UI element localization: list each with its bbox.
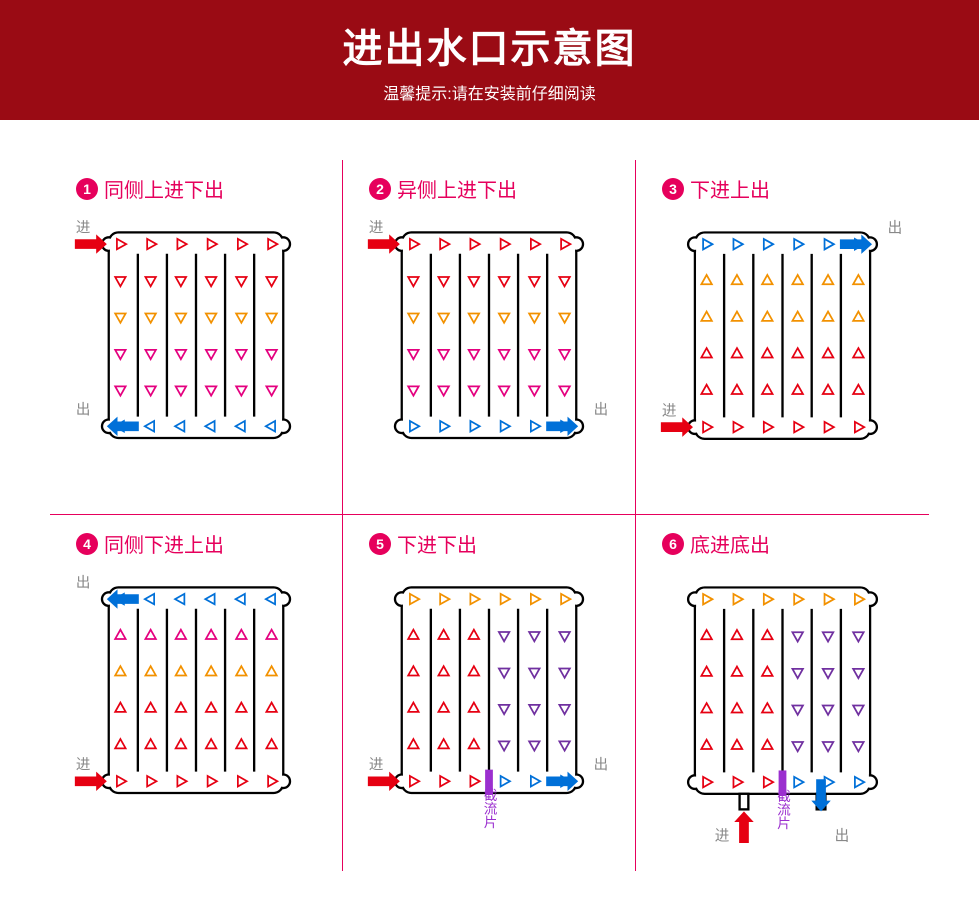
cell-title-text: 下进上出 bbox=[690, 174, 770, 203]
cell-title-text: 底进底出 bbox=[690, 529, 770, 558]
cell-number-badge: 6 bbox=[662, 533, 684, 555]
diagram-cell: 6 底进底出截流片进 出 bbox=[636, 515, 929, 870]
cell-number-badge: 5 bbox=[369, 533, 391, 555]
svg-text:出: 出 bbox=[594, 402, 609, 419]
svg-text:截流片: 截流片 bbox=[775, 789, 791, 830]
svg-text:出: 出 bbox=[594, 757, 609, 774]
svg-text:进: 进 bbox=[76, 757, 91, 774]
diagram-grid: 1同侧上进下出进出2异侧上进下出进出3下进上出进出4同侧下进上出进出5下进下出截… bbox=[50, 160, 929, 871]
svg-text:出: 出 bbox=[76, 575, 91, 592]
radiator-diagram: 进出 bbox=[363, 215, 615, 486]
svg-text:出: 出 bbox=[888, 220, 903, 237]
svg-text:进: 进 bbox=[715, 828, 730, 843]
radiator-diagram: 进出 bbox=[70, 215, 322, 486]
cell-title: 5 下进下出 bbox=[369, 529, 615, 558]
svg-text:出: 出 bbox=[76, 402, 91, 419]
radiator-diagram: 进出 bbox=[70, 570, 322, 841]
cell-number-badge: 2 bbox=[369, 178, 391, 200]
svg-text:进: 进 bbox=[369, 219, 384, 236]
diagram-cell: 5 下进下出截流片 进 出 bbox=[343, 515, 636, 870]
radiator-diagram: 截流片进 出 bbox=[656, 570, 909, 842]
diagram-cell: 1同侧上进下出进出 bbox=[50, 160, 343, 515]
cell-number-badge: 4 bbox=[76, 533, 98, 555]
cell-title: 4 同侧下进上出 bbox=[76, 529, 322, 558]
svg-text:进: 进 bbox=[662, 402, 677, 419]
radiator-diagram: 截流片 进 出 bbox=[363, 570, 615, 841]
svg-text:截流片: 截流片 bbox=[482, 788, 498, 829]
cell-title-text: 异侧上进下出 bbox=[397, 174, 517, 203]
header-subtitle: 温馨提示:请在安装前仔细阅读 bbox=[383, 80, 595, 104]
header-title: 进出水口示意图 bbox=[343, 16, 637, 74]
svg-text:进: 进 bbox=[76, 219, 91, 236]
cell-title: 3 下进上出 bbox=[662, 174, 909, 203]
radiator-diagram: 进出 bbox=[656, 215, 909, 487]
cell-title-text: 下进下出 bbox=[397, 529, 477, 558]
cell-title-text: 同侧下进上出 bbox=[104, 529, 224, 558]
cell-title: 2 异侧上进下出 bbox=[369, 174, 615, 203]
svg-text:出: 出 bbox=[835, 828, 850, 843]
cell-title: 6 底进底出 bbox=[662, 529, 909, 558]
cell-number-badge: 1 bbox=[76, 178, 98, 200]
diagram-cell: 4同侧下进上出进出 bbox=[50, 515, 343, 870]
svg-text:进: 进 bbox=[369, 757, 384, 774]
diagram-cell: 2异侧上进下出进出 bbox=[343, 160, 636, 515]
cell-title-text: 同侧上进下出 bbox=[104, 174, 224, 203]
cell-number-badge: 3 bbox=[662, 178, 684, 200]
cell-title: 1 同侧上进下出 bbox=[76, 174, 322, 203]
header-banner: 进出水口示意图 温馨提示:请在安装前仔细阅读 bbox=[0, 0, 979, 120]
diagram-cell: 3下进上出进出 bbox=[636, 160, 929, 515]
